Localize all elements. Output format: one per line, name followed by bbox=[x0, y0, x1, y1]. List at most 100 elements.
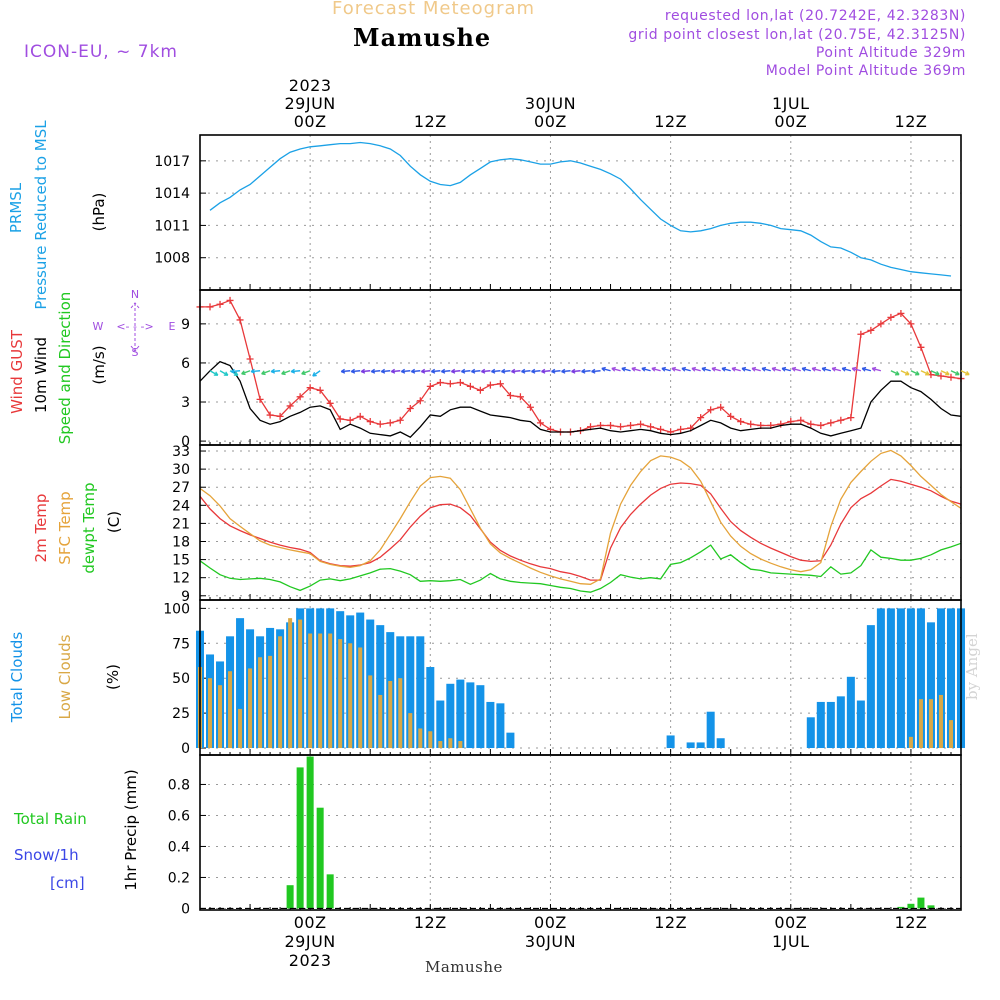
gust-marker bbox=[707, 406, 715, 414]
top-time-label: 2023 bbox=[289, 76, 332, 95]
gust-marker bbox=[336, 415, 344, 423]
wind-arrow-head bbox=[380, 368, 386, 374]
y-tick-label: 12 bbox=[172, 571, 190, 587]
model-name: ICON-EU, ~ 7km bbox=[24, 42, 178, 62]
wind-arrow bbox=[551, 370, 561, 373]
wind-unit: (m/s) bbox=[90, 345, 108, 384]
gust-marker bbox=[326, 399, 334, 407]
top-time-label: 29JUN bbox=[285, 94, 336, 113]
wind-arrow-head bbox=[751, 366, 757, 372]
total-clouds-bar bbox=[426, 667, 435, 749]
wind-arrow-head bbox=[895, 370, 900, 376]
wind-arrow-head bbox=[410, 368, 416, 374]
wind-arrow-head bbox=[601, 366, 606, 372]
wind-arrow-head bbox=[451, 368, 456, 374]
wind-arrow bbox=[691, 367, 701, 372]
wind-arrow-head bbox=[541, 368, 546, 374]
low-clouds-bar bbox=[278, 636, 283, 749]
wind-arrow-head bbox=[781, 366, 787, 372]
wind-arrow bbox=[241, 370, 251, 375]
gust-marker bbox=[536, 419, 544, 427]
y-tick-label: 0 bbox=[181, 901, 190, 917]
total-clouds-bar bbox=[856, 700, 865, 749]
wind-arrow-head bbox=[681, 366, 686, 372]
total-clouds-bar bbox=[236, 618, 245, 749]
wind-arrow-head bbox=[230, 368, 236, 374]
wind-arrow bbox=[591, 370, 601, 373]
low-clouds-bar bbox=[938, 694, 943, 749]
temp-label: 2m Temp bbox=[32, 494, 50, 563]
wind-label: 10m Wind bbox=[32, 337, 50, 413]
wind-arrow-head bbox=[521, 368, 526, 374]
wind-arrow bbox=[391, 370, 401, 373]
total-clouds-bar bbox=[416, 636, 425, 749]
wind-arrow-head bbox=[791, 366, 797, 372]
wind-arrow bbox=[281, 370, 291, 375]
gust-marker bbox=[486, 381, 494, 389]
y-tick-label: 0.8 bbox=[168, 777, 190, 793]
y-tick-label: 3 bbox=[181, 395, 190, 411]
y-tick-label: 50 bbox=[172, 671, 190, 687]
total-clouds-bar bbox=[826, 701, 835, 749]
wind-arrow bbox=[711, 367, 721, 372]
wind-arrow bbox=[651, 367, 661, 372]
top-time-label: 00Z bbox=[774, 112, 807, 131]
wind-arrow bbox=[811, 367, 821, 372]
wind-arrow bbox=[831, 367, 842, 372]
snow-unit-label: [cm] bbox=[50, 874, 85, 892]
compass-vertical-icon bbox=[130, 302, 140, 352]
gust-marker bbox=[777, 420, 785, 428]
wind-arrow-head bbox=[290, 368, 296, 374]
low-clouds-bar bbox=[428, 731, 433, 749]
wind-arrow bbox=[581, 370, 591, 373]
wind-arrow-head bbox=[301, 370, 306, 376]
low-clouds-bar bbox=[288, 618, 293, 749]
gust-marker bbox=[356, 412, 364, 420]
gust-marker bbox=[306, 384, 314, 392]
gust-marker bbox=[266, 411, 274, 419]
wind-arrow-head bbox=[270, 368, 276, 374]
pressure-label-long: Pressure Reduced to MSL bbox=[32, 120, 50, 310]
y-tick-label: 75 bbox=[172, 636, 190, 652]
wind-arrow bbox=[930, 370, 940, 376]
wind-arrow bbox=[421, 370, 431, 373]
gust-marker bbox=[316, 386, 324, 394]
wind-arrow-head bbox=[511, 368, 516, 374]
total-clouds-bar bbox=[806, 717, 815, 749]
wind-arrow bbox=[801, 367, 811, 372]
gust-marker bbox=[887, 313, 895, 321]
y-tick-label: 18 bbox=[172, 534, 190, 550]
wind-arrow-head bbox=[551, 368, 556, 374]
y-tick-label: 21 bbox=[172, 516, 190, 532]
wind-arrow bbox=[611, 367, 621, 372]
gust-marker bbox=[436, 378, 444, 386]
wind-arrow-head bbox=[771, 366, 777, 372]
location-title: Mamushe bbox=[353, 23, 492, 52]
top-time-label: 12Z bbox=[654, 112, 687, 131]
rain-bar bbox=[326, 874, 334, 909]
wind-arrow bbox=[271, 370, 281, 373]
low-clouds-bar bbox=[258, 657, 263, 749]
gust-marker bbox=[847, 414, 855, 422]
total-clouds-bar bbox=[696, 742, 705, 749]
low-clouds-bar bbox=[268, 655, 273, 749]
rain-bar bbox=[286, 885, 294, 909]
wind-arrow-head bbox=[250, 368, 256, 374]
total-clouds-bar bbox=[886, 608, 895, 749]
y-tick-label: 9 bbox=[181, 317, 190, 333]
wind-arrow bbox=[571, 370, 581, 373]
wind-arrow bbox=[671, 367, 681, 372]
model-altitude: Model Point Altitude 369m bbox=[765, 63, 966, 79]
total-clouds-bar bbox=[946, 608, 955, 749]
y-tick-label: 25 bbox=[172, 706, 190, 722]
y-tick-label: 30 bbox=[172, 462, 190, 478]
gust-marker bbox=[877, 320, 885, 328]
wind-arrow-head bbox=[430, 368, 436, 374]
low-clouds-bar bbox=[928, 699, 933, 749]
gust-marker bbox=[456, 378, 464, 386]
wind-arrow bbox=[541, 370, 551, 373]
temp-panel: 9 12 15 18 21 24 27 30 33 bbox=[172, 444, 962, 605]
wind-arrow-head bbox=[501, 368, 506, 374]
